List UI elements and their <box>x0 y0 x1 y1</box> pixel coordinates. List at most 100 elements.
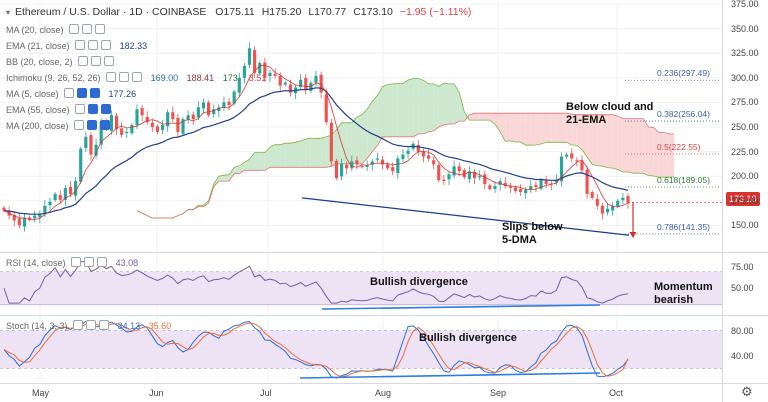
candle-body <box>186 115 190 120</box>
close-icon[interactable] <box>90 88 101 98</box>
legend-ichimoku[interactable]: Ichimoku (9, 26, 52, 26) 169.00 188.41 1… <box>6 72 267 83</box>
candle <box>63 185 67 206</box>
candle-body <box>196 107 200 118</box>
price-tick-label: 150.00 <box>731 220 759 231</box>
legend-ma5[interactable]: MA (5, close) 177.26 <box>6 88 137 99</box>
eye-icon[interactable] <box>74 120 85 130</box>
candle-body <box>53 193 57 201</box>
eye-icon[interactable] <box>69 24 80 34</box>
legend-bb[interactable]: BB (20, close, 2) <box>6 56 115 69</box>
cloud-segment <box>223 174 230 182</box>
candle-body <box>155 126 160 132</box>
close-icon[interactable] <box>101 104 112 114</box>
candle <box>498 178 502 191</box>
candle <box>196 101 200 121</box>
price-down-arrow-head <box>629 232 637 238</box>
legend-ema55[interactable]: EMA (55, close) <box>6 104 112 117</box>
legend-rsi[interactable]: RSI (14, close) 43.08 <box>6 257 139 268</box>
candle-body <box>565 154 569 157</box>
eye-icon[interactable] <box>71 257 82 267</box>
candle-body <box>524 189 528 194</box>
settings-icon[interactable] <box>84 257 95 267</box>
candle-body <box>339 163 344 177</box>
cloud-span-b <box>136 112 674 219</box>
candle-body <box>201 102 206 109</box>
candle-body <box>22 217 27 227</box>
cloud-segment <box>571 114 577 146</box>
candle <box>247 42 252 68</box>
close-icon[interactable] <box>95 24 106 34</box>
close-icon[interactable] <box>132 72 143 82</box>
price-tick-label: 325.00 <box>731 48 759 59</box>
cloud-segment <box>628 118 634 174</box>
candle-body <box>386 164 390 169</box>
candle <box>488 183 492 191</box>
cloud-segment <box>612 114 618 170</box>
legend-ma20[interactable]: MA (20, close) <box>6 24 106 37</box>
candle-body <box>529 186 533 190</box>
candle-body <box>580 161 584 171</box>
cloud-segment <box>658 132 664 178</box>
settings-icon[interactable] <box>77 88 88 98</box>
settings-icon[interactable] <box>88 40 99 50</box>
candle <box>319 71 323 99</box>
legend-stoch[interactable]: Stoch (14, 3, 3) 34.13 35.60 <box>6 320 172 331</box>
gear-icon[interactable]: ⚙ <box>741 384 753 399</box>
cloud-segment <box>218 175 224 182</box>
close-icon[interactable] <box>104 56 115 66</box>
legend-ma200[interactable]: MA (200, close) <box>6 120 111 133</box>
stoch-k-value: 34.13 <box>117 321 141 331</box>
candle <box>503 176 507 189</box>
legend-ema21[interactable]: EMA (21, close) 182.33 <box>6 40 148 51</box>
ichimoku-v2: 188.41 <box>186 73 215 83</box>
close-icon[interactable] <box>99 320 110 330</box>
candle <box>217 104 221 117</box>
candle-body <box>600 205 605 214</box>
candle-body <box>616 200 620 207</box>
candle <box>452 160 456 179</box>
candle <box>549 180 553 190</box>
eye-icon[interactable] <box>64 88 75 98</box>
rsi-band <box>0 271 722 305</box>
annotation-stoch-divergence: Bullish divergence <box>419 332 517 344</box>
candle <box>176 114 180 137</box>
candle <box>237 72 241 97</box>
stoch-d-value: 35.60 <box>148 321 172 331</box>
candle <box>293 84 298 100</box>
candle-body <box>33 215 37 219</box>
candle-body <box>150 122 154 127</box>
candle <box>478 170 482 181</box>
close-icon[interactable] <box>101 40 112 50</box>
settings-icon[interactable] <box>88 104 99 114</box>
candle-body <box>135 109 139 126</box>
cloud-segment <box>515 113 521 143</box>
candle-body <box>58 195 62 200</box>
settings-icon[interactable] <box>91 56 102 66</box>
candle <box>339 158 344 181</box>
eye-icon[interactable] <box>75 40 86 50</box>
candle <box>534 180 538 192</box>
eye-icon[interactable] <box>78 56 89 66</box>
eye-icon[interactable] <box>73 320 84 330</box>
candle <box>120 122 124 138</box>
settings-icon[interactable] <box>87 120 98 130</box>
settings-icon[interactable] <box>86 320 97 330</box>
settings-icon[interactable] <box>119 72 130 82</box>
candle-body <box>483 174 487 185</box>
candle-body <box>437 164 441 181</box>
cloud-segment <box>305 138 311 168</box>
close-icon[interactable] <box>97 257 108 267</box>
candle-body <box>442 179 446 182</box>
eye-icon[interactable] <box>75 104 86 114</box>
settings-icon[interactable] <box>82 24 93 34</box>
cloud-segment <box>495 113 501 132</box>
close-icon[interactable] <box>100 120 111 130</box>
candle <box>605 202 610 216</box>
eye-icon[interactable] <box>106 72 117 82</box>
cloud-segment <box>648 127 654 176</box>
candle <box>529 180 533 193</box>
rsi-tick-label: 75.00 <box>731 262 754 273</box>
cloud-segment <box>351 117 357 164</box>
cloud-span-a <box>136 78 675 219</box>
